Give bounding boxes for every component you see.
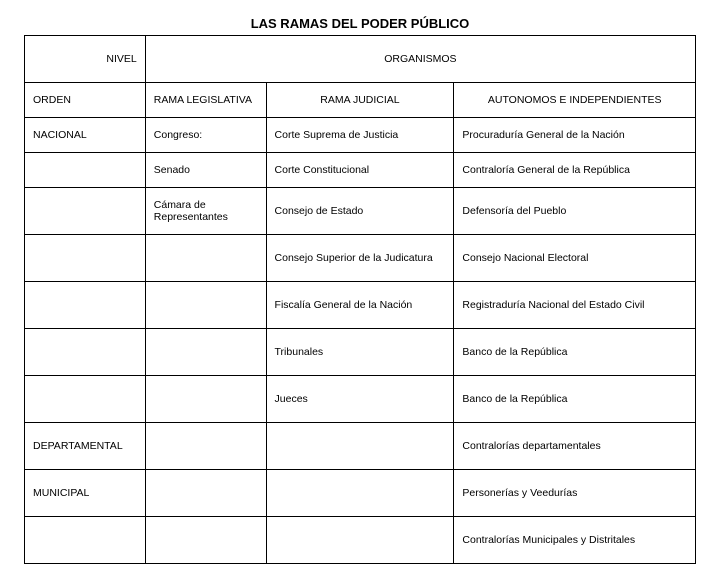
- cell-orden: [25, 235, 146, 282]
- poder-publico-table: NIVEL ORGANISMOS ORDEN RAMA LEGISLATIVA …: [24, 35, 696, 564]
- cell-orden: DEPARTAMENTAL: [25, 423, 146, 470]
- cell-autonomos: Defensoría del Pueblo: [454, 188, 696, 235]
- table-row: Senado Corte Constitucional Contraloría …: [25, 153, 696, 188]
- table-header-row: NIVEL ORGANISMOS: [25, 36, 696, 83]
- cell-autonomos: Banco de la República: [454, 376, 696, 423]
- table-row: Cámara de Representantes Consejo de Esta…: [25, 188, 696, 235]
- cell-judicial: Corte Suprema de Justicia: [266, 118, 454, 153]
- table-row: Consejo Superior de la Judicatura Consej…: [25, 235, 696, 282]
- cell-judicial: Tribunales: [266, 329, 454, 376]
- table-subheader-row: ORDEN RAMA LEGISLATIVA RAMA JUDICIAL AUT…: [25, 83, 696, 118]
- cell-legislativa: Cámara de Representantes: [145, 188, 266, 235]
- cell-legislativa: [145, 329, 266, 376]
- cell-orden: NACIONAL: [25, 118, 146, 153]
- cell-orden: [25, 376, 146, 423]
- cell-legislativa: [145, 517, 266, 564]
- cell-legislativa: [145, 235, 266, 282]
- subheader-autonomos: AUTONOMOS E INDEPENDIENTES: [454, 83, 696, 118]
- table-row: Jueces Banco de la República: [25, 376, 696, 423]
- cell-legislativa: [145, 282, 266, 329]
- cell-judicial: Jueces: [266, 376, 454, 423]
- cell-legislativa: [145, 470, 266, 517]
- subheader-legislativa: RAMA LEGISLATIVA: [145, 83, 266, 118]
- cell-orden: MUNICIPAL: [25, 470, 146, 517]
- subheader-orden: ORDEN: [25, 83, 146, 118]
- table-row: MUNICIPAL Personerías y Veedurías: [25, 470, 696, 517]
- cell-orden: [25, 188, 146, 235]
- cell-orden: [25, 153, 146, 188]
- cell-orden: [25, 517, 146, 564]
- cell-legislativa: Congreso:: [145, 118, 266, 153]
- cell-autonomos: Procuraduría General de la Nación: [454, 118, 696, 153]
- cell-judicial: Consejo Superior de la Judicatura: [266, 235, 454, 282]
- cell-autonomos: Contralorías Municipales y Distritales: [454, 517, 696, 564]
- table-row: DEPARTAMENTAL Contralorías departamental…: [25, 423, 696, 470]
- cell-judicial: [266, 470, 454, 517]
- cell-judicial: Consejo de Estado: [266, 188, 454, 235]
- cell-orden: [25, 282, 146, 329]
- table-row: NACIONAL Congreso: Corte Suprema de Just…: [25, 118, 696, 153]
- table-row: Fiscalía General de la Nación Registradu…: [25, 282, 696, 329]
- cell-legislativa: [145, 423, 266, 470]
- cell-judicial: [266, 517, 454, 564]
- cell-autonomos: Registraduría Nacional del Estado Civil: [454, 282, 696, 329]
- cell-legislativa: [145, 376, 266, 423]
- page-title: LAS RAMAS DEL PODER PÚBLICO: [24, 16, 696, 31]
- cell-autonomos: Consejo Nacional Electoral: [454, 235, 696, 282]
- header-nivel: NIVEL: [25, 36, 146, 83]
- subheader-judicial: RAMA JUDICIAL: [266, 83, 454, 118]
- table-row: Tribunales Banco de la República: [25, 329, 696, 376]
- cell-autonomos: Contraloría General de la República: [454, 153, 696, 188]
- header-organismos: ORGANISMOS: [145, 36, 695, 83]
- cell-autonomos: Personerías y Veedurías: [454, 470, 696, 517]
- cell-judicial: [266, 423, 454, 470]
- cell-autonomos: Contralorías departamentales: [454, 423, 696, 470]
- table-row: Contralorías Municipales y Distritales: [25, 517, 696, 564]
- cell-orden: [25, 329, 146, 376]
- cell-judicial: Fiscalía General de la Nación: [266, 282, 454, 329]
- cell-autonomos: Banco de la República: [454, 329, 696, 376]
- cell-legislativa: Senado: [145, 153, 266, 188]
- cell-judicial: Corte Constitucional: [266, 153, 454, 188]
